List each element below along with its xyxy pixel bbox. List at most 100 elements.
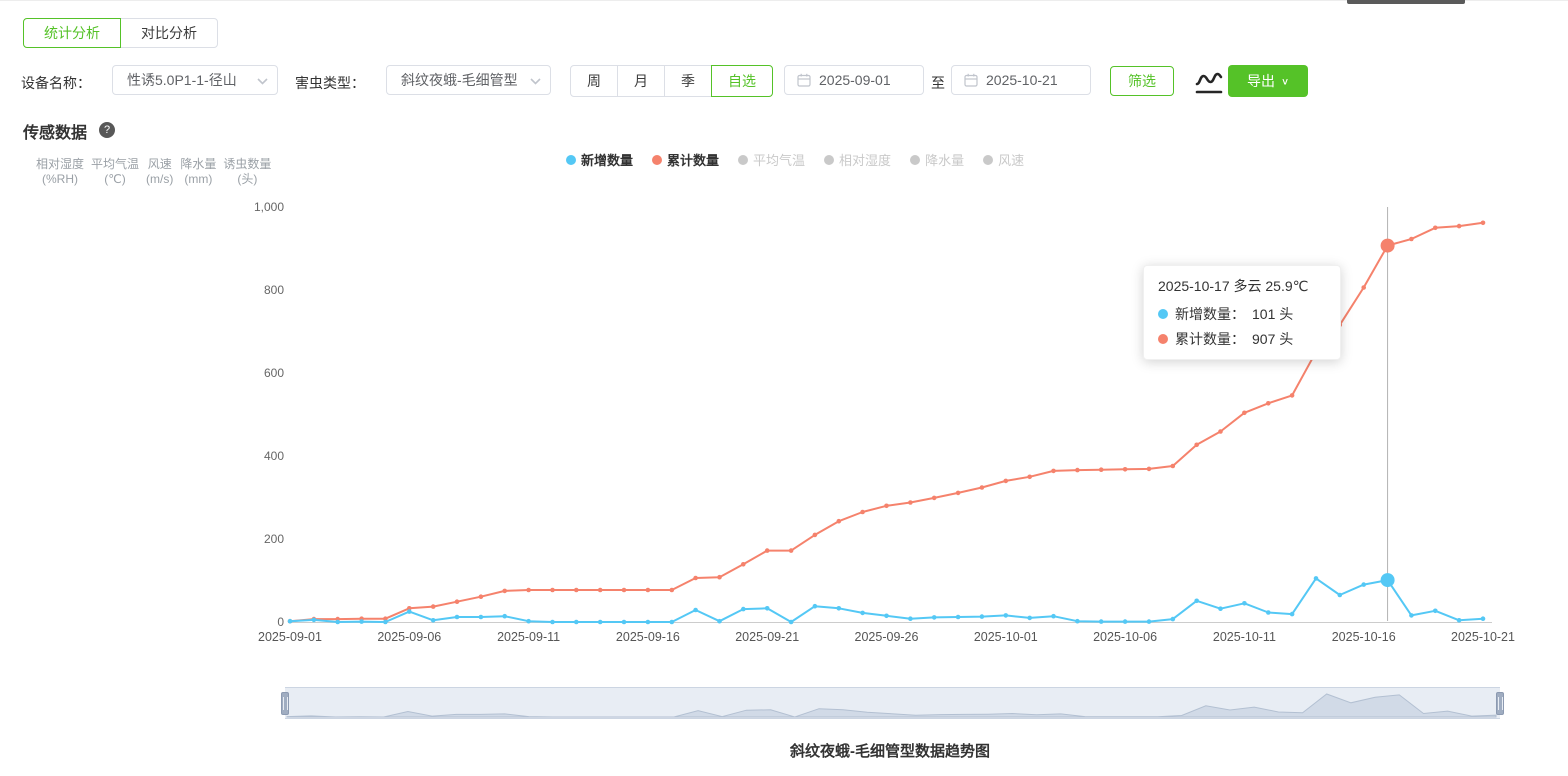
- data-point: [764, 548, 770, 553]
- data-point: [979, 485, 985, 490]
- highlighted-data-point: [1380, 238, 1395, 253]
- sensor-axis-label: 平均气温 (℃): [91, 157, 140, 186]
- data-point: [478, 594, 484, 599]
- data-point: [502, 588, 508, 594]
- data-point: [1146, 619, 1152, 624]
- legend-item[interactable]: 相对湿度: [824, 150, 891, 169]
- period-quarter-button[interactable]: 季: [664, 65, 712, 97]
- highlighted-data-point: [1380, 573, 1395, 588]
- data-point: [526, 587, 531, 593]
- legend-dot-icon: [738, 154, 749, 165]
- legend-item[interactable]: 累计数量: [652, 150, 719, 169]
- data-point: [717, 574, 722, 580]
- pest-select[interactable]: 斜纹夜蛾-毛细管型: [386, 65, 551, 95]
- data-point: [335, 619, 341, 625]
- legend-item[interactable]: 平均气温: [738, 150, 805, 169]
- chevron-down-icon: [257, 78, 268, 85]
- export-button[interactable]: 导出 ∨: [1228, 65, 1308, 97]
- datazoom-slider[interactable]: [281, 687, 1504, 719]
- datazoom-left-handle[interactable]: [281, 692, 289, 715]
- chart-legend: 新增数量 累计数量 平均气温 相对湿度 降水量 风速: [566, 150, 1024, 169]
- filter-button[interactable]: 筛选: [1110, 66, 1174, 96]
- data-point: [597, 587, 603, 593]
- section-title: 传感数据: [23, 125, 88, 142]
- data-point: [1146, 466, 1152, 472]
- analysis-tabs: 统计分析 对比分析: [23, 18, 218, 48]
- sensor-axis-label: 风速 (m/s): [146, 157, 174, 186]
- data-point: [1409, 613, 1414, 618]
- data-point: [478, 614, 484, 620]
- end-date-input[interactable]: 2025-10-21: [951, 65, 1091, 95]
- calendar-icon: [964, 73, 978, 87]
- tooltip-row-label: 累计数量：: [1175, 331, 1245, 347]
- data-point: [1218, 606, 1223, 611]
- date-range-to-label: 至: [931, 75, 945, 91]
- tooltip-row-value: 907 头: [1252, 331, 1294, 347]
- legend-item-label: 平均气温: [753, 153, 806, 168]
- tab-comparison-analysis[interactable]: 对比分析: [120, 18, 218, 48]
- legend-dot-icon: [910, 154, 921, 165]
- x-tick-label: 2025-10-06: [1093, 630, 1157, 644]
- data-point: [311, 617, 317, 623]
- data-point: [1361, 582, 1366, 587]
- period-button-group: 周 月 季 自选: [570, 65, 773, 97]
- data-point: [1098, 619, 1104, 624]
- pest-select-value: 斜纹夜蛾-毛细管型: [401, 72, 518, 88]
- legend-item[interactable]: 风速: [983, 150, 1024, 169]
- tab-statistical-analysis[interactable]: 统计分析: [23, 18, 121, 48]
- data-point: [1409, 236, 1414, 242]
- data-point: [764, 606, 770, 611]
- line-chart-icon: [1195, 72, 1223, 94]
- x-tick-label: 2025-09-06: [377, 630, 441, 644]
- legend-item-label: 风速: [998, 153, 1025, 168]
- data-point: [1266, 401, 1271, 406]
- data-point: [955, 614, 961, 620]
- datazoom-right-handle[interactable]: [1496, 692, 1504, 715]
- data-point: [979, 614, 985, 619]
- data-point: [1051, 468, 1056, 474]
- trend-chart-toggle-button[interactable]: [1194, 67, 1224, 97]
- chart-tooltip: 2025-10-17 多云 25.9℃ 新增数量： 101 头 累计数量： 90…: [1143, 265, 1341, 360]
- legend-item-label: 降水量: [925, 153, 965, 168]
- data-point: [693, 607, 698, 613]
- series-dot-icon: [1158, 309, 1168, 319]
- tooltip-row: 累计数量： 907 头: [1158, 329, 1326, 349]
- y-tick-label: 600: [264, 366, 284, 380]
- device-select[interactable]: 性诱5.0P1-1-径山: [112, 65, 278, 95]
- period-custom-button[interactable]: 自选: [711, 65, 773, 97]
- sensor-axis-names: 相对湿度 (%RH) 平均气温 (℃) 风速 (m/s) 降水量 (mm) 诱虫数量 (头): [36, 157, 271, 187]
- start-date-input[interactable]: 2025-09-01: [784, 65, 924, 95]
- data-point: [430, 618, 436, 623]
- data-point: [955, 490, 961, 496]
- help-icon[interactable]: ?: [99, 122, 115, 138]
- data-point: [550, 587, 555, 593]
- chevron-down-icon: [530, 78, 541, 85]
- data-point: [741, 562, 746, 567]
- data-point: [1456, 223, 1462, 229]
- device-name-label: 设备名称：: [21, 75, 91, 91]
- data-point: [1027, 615, 1032, 621]
- data-point: [812, 603, 818, 609]
- data-point: [669, 587, 675, 593]
- data-point: [1051, 613, 1056, 619]
- x-tick-label: 2025-10-21: [1451, 630, 1515, 644]
- period-month-button[interactable]: 月: [617, 65, 665, 97]
- export-button-label: 导出: [1246, 73, 1275, 89]
- legend-item[interactable]: 降水量: [910, 150, 964, 169]
- data-point: [1075, 618, 1080, 624]
- top-scrollbar-artifact: [1347, 0, 1465, 4]
- data-point: [1170, 616, 1176, 622]
- data-point: [931, 495, 937, 501]
- data-point: [383, 619, 388, 625]
- y-tick-label: 200: [264, 532, 284, 546]
- data-point: [1098, 467, 1104, 473]
- x-tick-label: 2025-09-01: [258, 630, 322, 644]
- data-point: [645, 587, 651, 593]
- data-point: [1289, 611, 1295, 617]
- legend-item-label: 相对湿度: [839, 153, 892, 168]
- sensor-axis-label: 诱虫数量 (头): [223, 157, 272, 186]
- legend-item[interactable]: 新增数量: [566, 150, 633, 169]
- data-point: [430, 604, 436, 609]
- data-point: [836, 606, 842, 611]
- data-point: [1433, 225, 1438, 231]
